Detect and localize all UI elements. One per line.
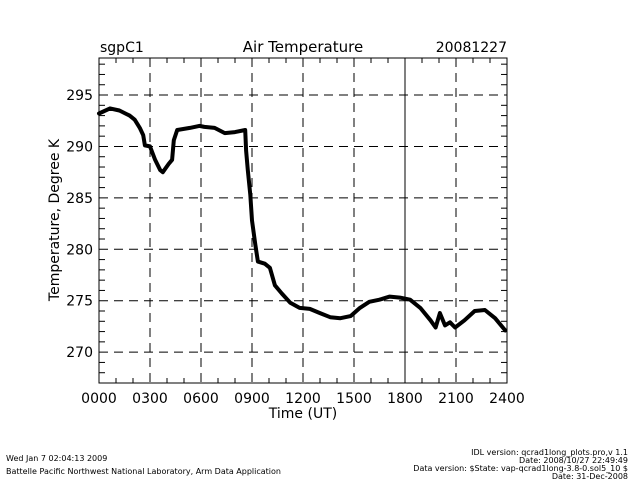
chart-title: Air Temperature xyxy=(243,38,363,56)
plot-frame xyxy=(98,57,508,384)
site-label: sgpC1 xyxy=(100,40,144,56)
y-tick-label: 285 xyxy=(66,191,93,207)
x-tick-label: 0600 xyxy=(183,391,219,407)
footer-organization: Battelle Pacific Northwest National Labo… xyxy=(6,467,281,476)
data-point xyxy=(202,125,206,129)
data-point xyxy=(167,162,171,166)
data-point xyxy=(148,144,152,148)
data-point xyxy=(108,106,112,110)
data-point xyxy=(256,260,260,264)
y-tick-label: 295 xyxy=(66,88,93,104)
data-point xyxy=(128,114,132,118)
data-point xyxy=(308,307,312,311)
data-point xyxy=(223,131,227,135)
date-label: 20081227 xyxy=(436,40,507,56)
grid-lines xyxy=(99,58,507,383)
data-point xyxy=(434,325,438,329)
data-point xyxy=(253,243,257,247)
data-point xyxy=(367,300,371,304)
data-point xyxy=(398,296,402,300)
x-tick-label: 2100 xyxy=(438,391,474,407)
data-point xyxy=(503,329,507,333)
data-point xyxy=(358,306,362,310)
data-point xyxy=(473,309,477,313)
data-point xyxy=(172,138,176,142)
data-point xyxy=(288,301,292,305)
data-point xyxy=(141,133,145,137)
footer-idl-date: Date: 2008/10/27 22:49:49 xyxy=(519,456,628,465)
data-point xyxy=(378,298,381,302)
footer-timestamp: Wed Jan 7 02:04:13 2009 xyxy=(6,454,108,463)
data-point xyxy=(273,283,277,287)
data-point xyxy=(268,266,272,270)
data-point xyxy=(138,126,142,130)
series-layer xyxy=(97,106,508,333)
temperature-series-line xyxy=(97,106,508,333)
x-tick-labels: 0000 0300 0600 0900 1200 1500 1800 2100 2400 xyxy=(81,391,525,407)
footer-data-version: Data version: $State: vap-qcrad1long-3.8… xyxy=(413,464,628,473)
data-point xyxy=(483,308,487,312)
x-tick-label: 0300 xyxy=(132,391,168,407)
data-point xyxy=(280,292,284,296)
data-point xyxy=(158,168,162,172)
data-point xyxy=(328,315,332,319)
x-tick-label: 1200 xyxy=(285,391,321,407)
data-point xyxy=(153,158,157,162)
data-point xyxy=(418,306,422,310)
y-tick-labels: 270 275 280 285 290 295 xyxy=(66,88,93,361)
data-point xyxy=(448,320,452,324)
x-tick-label: 1800 xyxy=(387,391,423,407)
data-point xyxy=(243,128,247,132)
data-point xyxy=(349,314,353,318)
data-point xyxy=(408,298,412,302)
data-point xyxy=(338,316,342,320)
data-point xyxy=(463,318,466,322)
data-point xyxy=(233,130,237,134)
x-tick-label: 0000 xyxy=(81,391,117,407)
data-point xyxy=(197,124,201,128)
data-point xyxy=(175,128,179,132)
x-tick-label: 1500 xyxy=(336,391,372,407)
data-point xyxy=(97,112,101,116)
data-point xyxy=(453,325,457,329)
data-point xyxy=(161,170,165,174)
data-point xyxy=(250,219,254,222)
axis-ticks xyxy=(99,58,507,384)
data-point xyxy=(443,323,447,327)
y-tick-label: 280 xyxy=(66,242,93,258)
y-tick-label: 270 xyxy=(66,345,93,361)
data-point xyxy=(388,295,392,299)
data-point xyxy=(298,306,302,310)
data-point xyxy=(213,126,217,130)
y-tick-label: 275 xyxy=(66,294,93,310)
data-point xyxy=(318,311,322,315)
data-point xyxy=(429,318,432,322)
data-point xyxy=(246,168,250,172)
data-point xyxy=(244,149,248,153)
data-point xyxy=(438,311,442,315)
data-point xyxy=(493,316,497,320)
data-point xyxy=(170,158,174,162)
data-point xyxy=(188,126,192,130)
x-tick-label: 0900 xyxy=(234,391,270,407)
footer-idl-version: IDL version: qcrad1long_plots.pro,v 1.1 xyxy=(471,448,628,457)
footer-data-date: Date: 31-Dec-2008 xyxy=(551,472,628,481)
data-point xyxy=(117,108,121,112)
data-point xyxy=(133,118,137,122)
x-tick-label: 2400 xyxy=(489,391,525,407)
y-axis-label: Temperature, Degree K xyxy=(47,138,63,302)
data-point xyxy=(143,143,147,147)
y-tick-label: 290 xyxy=(66,139,93,155)
x-axis-label: Time (UT) xyxy=(268,406,337,422)
data-point xyxy=(263,262,267,266)
data-point xyxy=(248,193,252,197)
